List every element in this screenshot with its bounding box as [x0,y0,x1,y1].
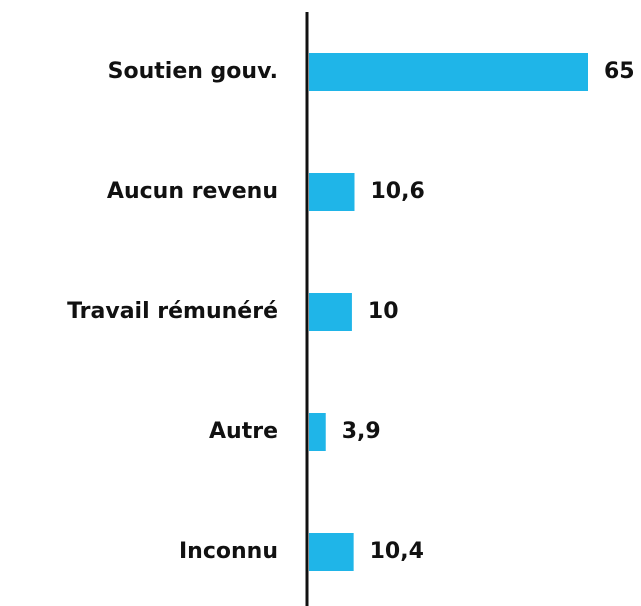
bar [309,293,352,331]
category-label: Travail rémunéré [67,299,278,324]
category-label: Aucun revenu [107,179,278,204]
value-label: 10,6 [370,179,424,204]
bar [309,533,354,571]
category-label: Soutien gouv. [108,59,278,84]
category-label: Autre [209,419,278,444]
bar [309,173,355,211]
bar [309,413,326,451]
value-label: 65 [604,59,635,84]
value-label: 10 [368,299,399,324]
value-label: 10,4 [370,539,424,564]
bar [309,53,588,91]
category-label: Inconnu [179,539,278,564]
value-label: 3,9 [342,419,381,444]
